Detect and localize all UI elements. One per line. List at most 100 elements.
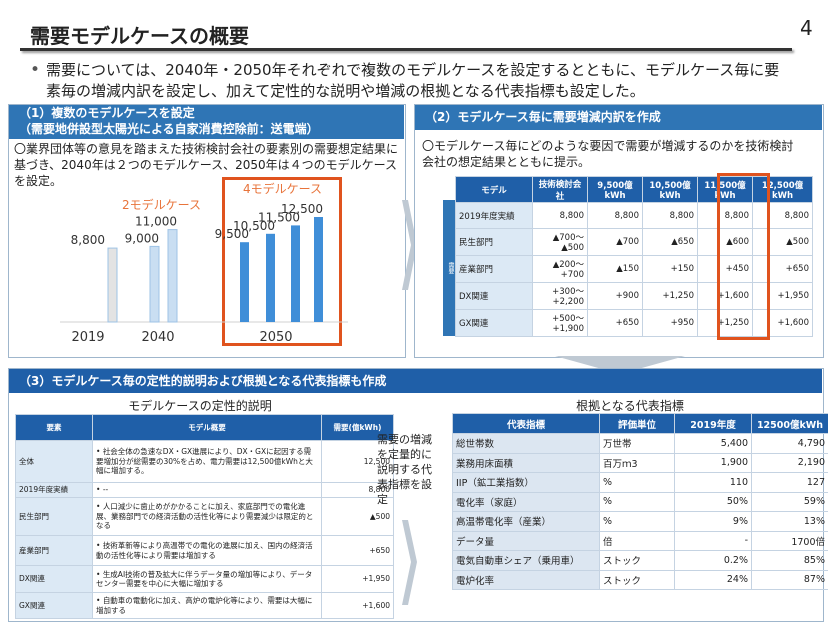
table-row: 民生部門人口減少に歯止めがかかることに加え、家庭部門での電化進展、業務部門での経… — [15, 497, 394, 536]
cell: 8,800 — [642, 202, 698, 229]
qualitative-table: 要素モデル概要需要(億kWh)全体社会全体の急速なDX・GX進展により、DX・G… — [15, 414, 394, 619]
cell: - — [674, 530, 752, 551]
cell: % — [599, 472, 675, 493]
header-row: モデル 技術検討会社 9,500億kWh 10,500億kWh 11,500億kWh 12… — [455, 176, 813, 203]
cell: 24% — [674, 569, 752, 590]
cell: +650 — [321, 535, 394, 566]
cell: 産業部門 — [455, 255, 533, 283]
cell: 百万ｍ3 — [599, 452, 675, 473]
value-label: 10,500 — [233, 219, 275, 233]
cell: GX関連 — [455, 309, 533, 337]
cell: 高温帯電化率（産業） — [452, 511, 600, 532]
value-label: 9,500 — [215, 227, 249, 241]
header-row: 代表指標 評価単位 2019年度 12500億kWh — [452, 413, 828, 434]
header-row: 要素 モデル概要 需要(億kWh) — [15, 414, 394, 441]
table-row: 全体社会全体の急速なDX・GX進展により、DX・GXに起因する需要増加分が総需要… — [15, 440, 394, 483]
table-row: データ量倍 -1700倍 — [452, 530, 828, 551]
header-cell: 12500億kWh — [751, 413, 828, 434]
cell: 民生部門 — [15, 497, 93, 536]
cell: 万世帯 — [599, 433, 675, 454]
cell: ストック — [599, 550, 675, 571]
cell: 127 — [751, 472, 828, 493]
group-label: 2019 — [71, 330, 104, 345]
header-cell: 評価単位 — [599, 413, 675, 434]
cell: 電化率（家庭） — [452, 491, 600, 512]
cell: 電気自動車シェア（乗用車） — [452, 550, 600, 571]
group-label: 2040 — [141, 330, 174, 345]
cell: 12,500 — [321, 440, 394, 483]
cell: 8,800 — [532, 202, 588, 229]
cell: 社会全体の急速なDX・GX進展により、DX・GXに起因する需要増加分が総需要の3… — [92, 440, 322, 483]
arrow-right-2 — [402, 520, 417, 605]
cell: ▲700～▲500 — [532, 228, 588, 256]
value-label: 12,500 — [281, 202, 323, 216]
bar — [240, 242, 249, 322]
header-cell: 9,500億kWh — [587, 176, 643, 203]
cell: 全体 — [15, 440, 93, 483]
cell: 倍 — [599, 530, 675, 551]
cell: 業務用床面積 — [452, 452, 600, 473]
value-label: 9,000 — [125, 231, 159, 245]
table-row: 高温帯電化率（産業）% 9% 13% — [452, 511, 828, 532]
cell: +1,950 — [321, 565, 394, 593]
table-row: 電気自動車シェア（乗用車） ストック 0.2% 85% — [452, 550, 828, 571]
header-cell: 11,500億kWh — [697, 176, 753, 203]
cell: 9% — [674, 511, 752, 532]
page-number: 4 — [800, 16, 813, 40]
cell: 5,400 — [674, 433, 752, 454]
cell: 8,800 — [587, 202, 643, 229]
cell: 110 — [674, 472, 752, 493]
cell: 13% — [751, 511, 828, 532]
cell: +150 — [642, 255, 698, 283]
panel-3-header: （3）モデルケース毎の定性的説明および根拠となる代表指標も作成 — [9, 369, 822, 393]
highlight-column — [717, 173, 770, 340]
table-row: 民生部門 ▲700～▲500 ▲700 ▲650 ▲600 ▲500 — [455, 228, 813, 256]
table-row: 業務用床面積 百万ｍ3 1,900 2,190 — [452, 452, 828, 473]
table-row: 産業部門 ▲200～+700 ▲150 +150 +450 +650 — [455, 255, 813, 283]
cell: % — [599, 511, 675, 532]
header-cell: 需要(億kWh) — [321, 414, 394, 441]
bar — [167, 229, 178, 323]
cell: +1,600 — [752, 309, 813, 337]
cell: +650 — [587, 309, 643, 337]
title-rule — [20, 48, 792, 51]
panel-1-header: （1）複数のモデルケースを設定 （需要地併設型太陽光による自家消費控除前：送電端… — [9, 105, 404, 139]
cell: GX関連 — [15, 592, 93, 619]
header-cell: 2019年度 — [674, 413, 752, 434]
cell: 87% — [751, 569, 828, 590]
cell: +500～+1,900 — [532, 309, 588, 337]
table-row: 2019年度実績 8,800 8,800 8,800 8,800 8,800 — [455, 202, 813, 229]
table-row: 産業部門技術革新等により高温帯での電化の進展に加え、国内の経済活動の活性化等によ… — [15, 535, 394, 566]
cell: 50% — [674, 491, 752, 512]
value-label: 8,800 — [71, 233, 105, 247]
table-row: 電炉化率 ストック 24% 87% — [452, 569, 828, 590]
header-cell: 10,500億kWh — [642, 176, 698, 203]
cell: +300～+2,200 — [532, 282, 588, 310]
cell: ▲700 — [587, 228, 643, 256]
highlight-box — [222, 177, 342, 346]
cell: ストック — [599, 569, 675, 590]
cell: +950 — [642, 309, 698, 337]
cell: 総世帯数 — [452, 433, 600, 454]
panel-2-body: 〇モデルケース毎にどのような要因で需要が増減するのかを技術検討会社の想定結果とと… — [422, 139, 794, 169]
cell: IIP（鉱工業指数） — [452, 472, 600, 493]
cell: 1,900 — [674, 452, 752, 473]
panel-1-subtitle: （需要地併設型太陽光による自家消費控除前：送電端） — [19, 122, 319, 136]
cell: 電炉化率 — [452, 569, 600, 590]
breakdown-table: モデル 技術検討会社 9,500億kWh 10,500億kWh 11,500億kWh 12… — [455, 176, 813, 337]
cell: 0.2% — [674, 550, 752, 571]
group-label: 2050 — [259, 330, 292, 345]
panel-2-header: （2）モデルケース毎に需要増減内訳を作成 — [415, 105, 822, 130]
cell: +1,250 — [642, 282, 698, 310]
cell: DX関連 — [15, 565, 93, 593]
bar — [266, 233, 275, 322]
cell: +1,600 — [321, 592, 394, 619]
header-cell: モデル概要 — [92, 414, 322, 441]
cell: 85% — [751, 550, 828, 571]
bar — [107, 247, 118, 323]
cell: ▲650 — [642, 228, 698, 256]
table-row: DX関連 +300～+2,200 +900 +1,250 +1,600 +1,950 — [455, 282, 813, 310]
bar — [314, 217, 323, 322]
